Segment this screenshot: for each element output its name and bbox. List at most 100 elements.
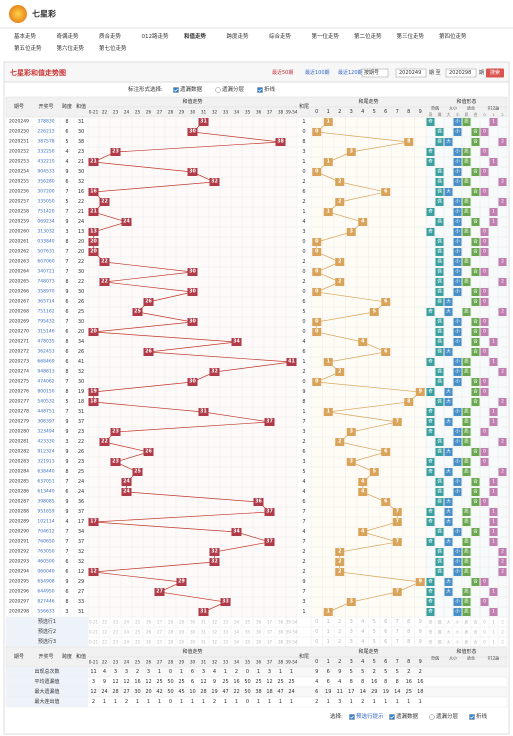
preselect-cell[interactable]: 0 — [483, 620, 486, 625]
option-label[interactable]: 遗漏分层 — [222, 85, 245, 93]
preselect-cell[interactable]: 32 — [212, 620, 218, 625]
preselect-cell[interactable]: 27 — [157, 620, 163, 625]
preselect-cell[interactable]: 1 — [492, 630, 495, 635]
preselect-cell[interactable]: 26 — [146, 630, 152, 635]
checkbox[interactable] — [469, 714, 475, 720]
preselect-cell[interactable]: 9 — [419, 639, 422, 645]
preselect-cell[interactable]: 28 — [168, 620, 174, 625]
option-label[interactable]: 遗漏分层 — [436, 712, 459, 720]
nav-link[interactable]: 第一位走势 — [312, 32, 340, 40]
option-label[interactable]: 折线 — [476, 712, 488, 720]
preselect-cell[interactable]: 37 — [267, 630, 273, 635]
input-from[interactable] — [395, 68, 427, 78]
radio[interactable] — [429, 714, 435, 720]
preselect-cell[interactable]: 2 — [338, 619, 341, 625]
preselect-cell[interactable]: 38 — [278, 630, 284, 635]
preselect-cell[interactable]: 8 — [407, 619, 410, 625]
nav-link[interactable]: 第六位走势 — [57, 44, 85, 52]
preselect-cell[interactable]: 偶 — [438, 639, 442, 645]
checkbox[interactable] — [173, 87, 179, 93]
preselect-cell[interactable]: 质 — [465, 629, 469, 635]
preselect-cell[interactable]: 25 — [135, 620, 141, 625]
recent-link[interactable]: 最近120期 — [338, 69, 363, 76]
preselect-cell[interactable]: 31 — [201, 640, 207, 645]
preselect-cell[interactable]: 39-54 — [286, 620, 298, 625]
preselect-cell[interactable]: 38 — [278, 640, 284, 645]
preselect-cell[interactable]: 5 — [373, 619, 376, 625]
preselect-cell[interactable]: 3 — [350, 629, 353, 635]
nav-link[interactable]: 012路走势 — [142, 32, 169, 40]
recent-link[interactable]: 最近50期 — [272, 69, 293, 76]
preselect-cell[interactable]: 35 — [245, 630, 251, 635]
select-text[interactable]: 按期号 — [364, 69, 379, 76]
preselect-cell[interactable]: 29 — [179, 620, 185, 625]
nav-link[interactable]: 奇偶走势 — [57, 32, 80, 40]
preselect-cell[interactable]: 1 — [327, 639, 330, 645]
preselect-cell[interactable]: 36 — [256, 620, 262, 625]
select[interactable] — [361, 68, 389, 78]
preselect-cell[interactable]: 0-21 — [89, 620, 99, 625]
nav-link[interactable]: 基本走势 — [14, 32, 37, 40]
preselect-cell[interactable]: 偶 — [438, 629, 442, 635]
preselect-cell[interactable]: 合 — [474, 639, 478, 645]
nav-link[interactable]: 和值走势 — [184, 32, 207, 40]
preselect-cell[interactable]: 奇 — [429, 629, 433, 635]
preselect-cell[interactable]: 33 — [223, 640, 229, 645]
preselect-cell[interactable]: 2 — [501, 640, 504, 645]
preselect-cell[interactable]: 6 — [384, 639, 387, 645]
option-label[interactable]: 折线 — [264, 85, 276, 93]
preselect-cell[interactable]: 39-54 — [286, 640, 298, 645]
preselect-cell[interactable]: 27 — [157, 630, 163, 635]
radio[interactable] — [215, 87, 221, 93]
preselect-cell[interactable]: 2 — [338, 629, 341, 635]
preselect-cell[interactable]: 奇 — [429, 639, 433, 645]
nav-link[interactable]: 第七位走势 — [99, 44, 127, 52]
preselect-cell[interactable]: 36 — [256, 630, 262, 635]
preselect-cell[interactable]: 7 — [396, 619, 399, 625]
input-text[interactable]: 2020249 — [399, 70, 421, 76]
preselect-cell[interactable]: 偶 — [438, 619, 442, 625]
preselect-cell[interactable]: 小 — [456, 629, 460, 635]
preselect-cell[interactable]: 29 — [179, 640, 185, 645]
preselect-cell[interactable]: 合 — [474, 629, 478, 635]
preselect-cell[interactable]: 25 — [135, 630, 141, 635]
preselect-cell[interactable]: 24 — [124, 630, 130, 635]
preselect-cell[interactable]: 8 — [407, 639, 410, 645]
preselect-cell[interactable]: 22 — [102, 630, 108, 635]
preselect-cell[interactable]: 1 — [327, 629, 330, 635]
preselect-cell[interactable]: 9 — [419, 619, 422, 625]
input-text[interactable]: 2020298 — [449, 70, 471, 76]
preselect-cell[interactable]: 7 — [396, 639, 399, 645]
option-label[interactable]: 预选行提示 — [356, 712, 384, 720]
checkbox[interactable] — [349, 714, 355, 720]
preselect-cell[interactable]: 29 — [179, 630, 185, 635]
preselect-cell[interactable]: 25 — [135, 640, 141, 645]
preselect-cell[interactable]: 6 — [384, 629, 387, 635]
preselect-cell[interactable]: 34 — [234, 630, 240, 635]
preselect-cell[interactable]: 26 — [146, 640, 152, 645]
preselect-cell[interactable]: 5 — [373, 639, 376, 645]
preselect-cell[interactable]: 35 — [245, 640, 251, 645]
preselect-cell[interactable]: 24 — [124, 640, 130, 645]
nav-link[interactable]: 综合走势 — [269, 32, 292, 40]
preselect-cell[interactable]: 5 — [373, 629, 376, 635]
preselect-cell[interactable]: 23 — [113, 630, 119, 635]
preselect-cell[interactable]: 小 — [456, 619, 460, 625]
preselect-cell[interactable]: 0 — [315, 629, 318, 635]
nav-link[interactable]: 第三位走势 — [397, 32, 425, 40]
preselect-cell[interactable]: 大 — [447, 639, 451, 645]
nav-link[interactable]: 跨度走势 — [227, 32, 250, 40]
preselect-cell[interactable]: 24 — [124, 620, 130, 625]
preselect-cell[interactable]: 4 — [361, 629, 364, 635]
option-label[interactable]: 遗漏数据 — [396, 712, 419, 720]
preselect-cell[interactable]: 0-21 — [89, 630, 99, 635]
preselect-cell[interactable]: 2 — [501, 620, 504, 625]
nav-link[interactable]: 质合走势 — [99, 32, 122, 40]
preselect-cell[interactable]: 小 — [456, 639, 460, 645]
checkbox[interactable] — [389, 714, 395, 720]
nav-link[interactable]: 第四位走势 — [439, 32, 467, 40]
preselect-cell[interactable]: 34 — [234, 620, 240, 625]
preselect-cell[interactable]: 0 — [315, 639, 318, 645]
preselect-cell[interactable]: 0 — [483, 630, 486, 635]
preselect-cell[interactable]: 38 — [278, 620, 284, 625]
